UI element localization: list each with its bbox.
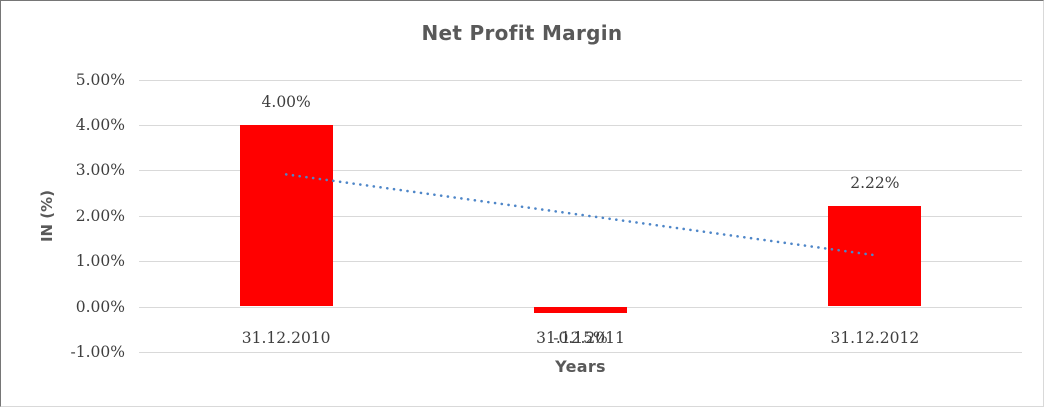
y-tick-label: 2.00% xyxy=(75,206,125,225)
bar-data-label: -0.15% xyxy=(553,329,608,347)
y-tick-label: 3.00% xyxy=(75,161,125,180)
y-tick-label: 5.00% xyxy=(75,70,125,89)
bar-data-label: 4.00% xyxy=(261,92,311,111)
y-tick-label: 4.00% xyxy=(75,115,125,134)
y-tick-label: 0.00% xyxy=(75,297,125,316)
trendline xyxy=(284,173,877,257)
gridline xyxy=(139,351,1022,353)
y-tick-label: 1.00% xyxy=(75,252,125,271)
gridline xyxy=(139,169,1022,171)
gridline xyxy=(139,79,1022,81)
x-axis-title: Years xyxy=(555,357,606,376)
bar-data-label: 2.22% xyxy=(850,173,900,192)
y-axis-title: IN (%) xyxy=(38,189,56,243)
bar xyxy=(828,205,922,307)
gridline xyxy=(139,215,1022,217)
gridline xyxy=(139,260,1022,262)
chart-title: Net Profit Margin xyxy=(421,21,623,45)
x-category-label: 31.12.2012 xyxy=(830,329,920,347)
bar xyxy=(534,306,627,314)
x-category-label: 31.12.2011 xyxy=(536,329,625,347)
x-category-label: 31.12.2010 xyxy=(241,329,331,347)
gridline xyxy=(139,124,1022,126)
bar xyxy=(239,124,333,307)
y-tick-label: -1.00% xyxy=(70,342,125,361)
